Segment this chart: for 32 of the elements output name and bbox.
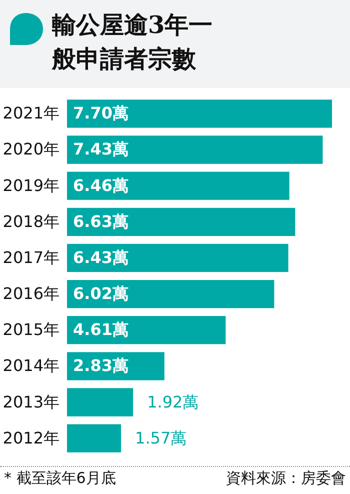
bar <box>67 100 332 128</box>
chart-title: 輸公屋逾3年一般申請者宗數 <box>52 9 214 75</box>
source-note: 資料來源：房委會 <box>225 469 347 488</box>
bar <box>67 424 122 452</box>
y-tick-label: 2017年 <box>2 248 60 267</box>
y-tick-label: 2021年 <box>2 104 60 123</box>
y-tick-label: 2014年 <box>2 356 60 376</box>
bar <box>67 244 288 272</box>
y-tick-label: 2020年 <box>2 140 60 159</box>
bar <box>67 208 296 236</box>
data-label: 6.63萬 <box>73 212 128 231</box>
data-label: 7.70萬 <box>73 104 128 123</box>
data-label: 4.61萬 <box>73 320 128 340</box>
data-label: 1.92萬 <box>147 392 199 412</box>
data-label: 7.43萬 <box>73 140 128 159</box>
bar <box>67 172 290 200</box>
bar <box>67 388 134 416</box>
bar <box>67 316 226 344</box>
y-tick-label: 2019年 <box>2 176 60 195</box>
data-label: 6.46萬 <box>73 176 128 195</box>
bar <box>67 280 274 308</box>
bar <box>67 136 323 164</box>
data-label: 1.57萬 <box>135 428 187 448</box>
y-tick-label: 2012年 <box>2 428 60 448</box>
text: * 截至該年6月底 <box>3 469 117 488</box>
y-tick-label: 2015年 <box>2 320 60 340</box>
y-tick-label: 2013年 <box>2 392 60 412</box>
y-tick-label: 2016年 <box>2 284 60 304</box>
data-label: 6.43萬 <box>73 248 128 267</box>
data-label: 2.83萬 <box>73 356 128 376</box>
y-tick-label: 2018年 <box>2 212 60 231</box>
data-label: 6.02萬 <box>73 284 128 304</box>
